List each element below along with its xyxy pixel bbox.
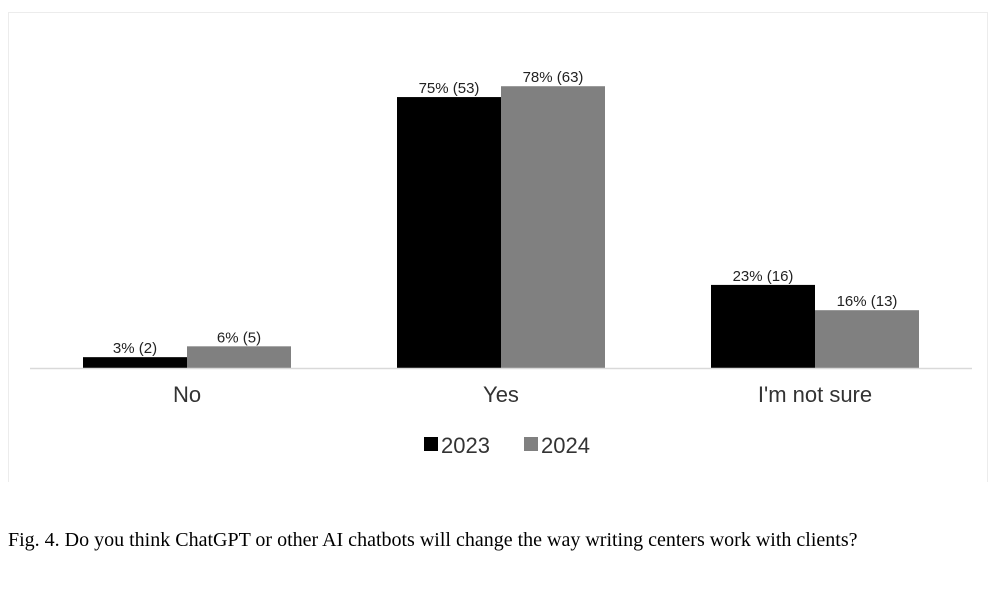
data-label-2023-0: 3% (2) (113, 340, 157, 357)
category-label-2: I'm not sure (758, 382, 872, 407)
legend-swatch-2024 (524, 437, 538, 451)
data-label-2024-1: 78% (63) (523, 69, 584, 86)
category-label-1: Yes (483, 382, 519, 407)
figure-caption: Fig. 4. Do you think ChatGPT or other AI… (8, 529, 858, 551)
data-labels-group: 3% (2) 6% (5) 75% (53) 78% (63) 23% (16) 16% … (113, 69, 898, 357)
legend-label-2024: 2024 (541, 433, 590, 458)
bar-2023-1 (397, 97, 501, 368)
bar-2024-2 (815, 310, 919, 368)
bars-group (83, 86, 919, 368)
legend: 2023 2024 (424, 433, 590, 458)
category-labels-group: No Yes I'm not sure (173, 382, 872, 407)
category-label-0: No (173, 382, 201, 407)
data-label-2023-2: 23% (16) (733, 268, 794, 285)
data-label-2023-1: 75% (53) (419, 80, 480, 97)
data-label-2024-0: 6% (5) (217, 329, 261, 346)
bar-2024-0 (187, 346, 291, 368)
data-label-2024-2: 16% (13) (837, 293, 898, 310)
bar-2023-2 (711, 284, 815, 368)
bar-chart: 3% (2) 6% (5) 75% (53) 78% (63) 23% (16) 16% … (30, 69, 972, 458)
legend-swatch-2023 (424, 437, 438, 451)
bar-2023-0 (83, 357, 187, 368)
bar-2024-1 (501, 86, 605, 368)
legend-label-2023: 2023 (441, 433, 490, 458)
